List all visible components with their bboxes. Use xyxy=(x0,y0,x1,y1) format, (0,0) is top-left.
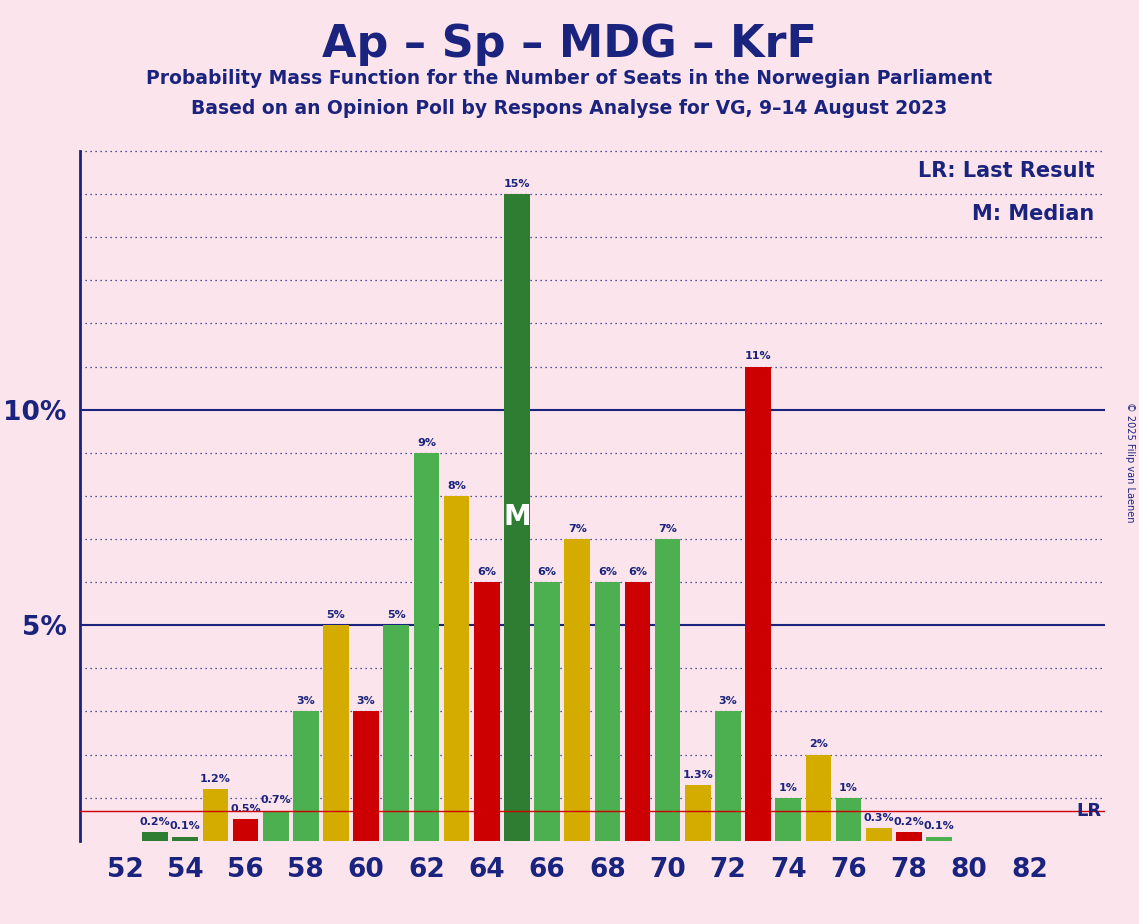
Bar xyxy=(444,496,469,841)
Text: 0.2%: 0.2% xyxy=(140,817,171,827)
Bar xyxy=(384,626,409,841)
Bar xyxy=(505,194,530,841)
Text: Ap – Sp – MDG – KrF: Ap – Sp – MDG – KrF xyxy=(322,23,817,67)
Bar xyxy=(565,539,590,841)
Text: 7%: 7% xyxy=(658,524,677,534)
Bar xyxy=(534,582,560,841)
Text: 9%: 9% xyxy=(417,438,436,447)
Text: 0.5%: 0.5% xyxy=(230,804,261,814)
Bar xyxy=(323,626,349,841)
Bar xyxy=(232,820,259,841)
Text: 8%: 8% xyxy=(448,480,466,491)
Bar xyxy=(203,789,228,841)
Bar xyxy=(624,582,650,841)
Text: 7%: 7% xyxy=(567,524,587,534)
Text: 11%: 11% xyxy=(745,351,771,361)
Text: 0.1%: 0.1% xyxy=(170,821,200,832)
Bar xyxy=(293,711,319,841)
Text: LR: LR xyxy=(1076,802,1101,820)
Text: Based on an Opinion Poll by Respons Analyse for VG, 9–14 August 2023: Based on an Opinion Poll by Respons Anal… xyxy=(191,99,948,118)
Text: 6%: 6% xyxy=(598,567,617,577)
Text: 5%: 5% xyxy=(327,610,345,620)
Text: 0.1%: 0.1% xyxy=(924,821,954,832)
Bar xyxy=(263,810,288,841)
Text: 1%: 1% xyxy=(779,783,797,793)
Text: M: M xyxy=(503,504,531,531)
Text: 0.3%: 0.3% xyxy=(863,813,894,822)
Bar xyxy=(805,755,831,841)
Bar xyxy=(353,711,379,841)
Text: 3%: 3% xyxy=(296,697,316,706)
Text: 6%: 6% xyxy=(628,567,647,577)
Text: 6%: 6% xyxy=(538,567,557,577)
Bar xyxy=(776,797,801,841)
Bar xyxy=(745,367,771,841)
Text: 1.3%: 1.3% xyxy=(682,770,713,780)
Text: 1%: 1% xyxy=(839,783,858,793)
Text: LR: Last Result: LR: Last Result xyxy=(918,162,1095,181)
Text: 15%: 15% xyxy=(503,179,530,188)
Bar xyxy=(655,539,680,841)
Text: 3%: 3% xyxy=(719,697,737,706)
Text: 6%: 6% xyxy=(477,567,497,577)
Bar xyxy=(715,711,740,841)
Bar xyxy=(896,833,921,841)
Bar xyxy=(595,582,620,841)
Text: 1.2%: 1.2% xyxy=(200,774,231,784)
Text: M: Median: M: Median xyxy=(973,204,1095,224)
Bar xyxy=(413,453,440,841)
Text: © 2025 Filip van Laenen: © 2025 Filip van Laenen xyxy=(1125,402,1134,522)
Bar xyxy=(172,836,198,841)
Text: Probability Mass Function for the Number of Seats in the Norwegian Parliament: Probability Mass Function for the Number… xyxy=(147,69,992,89)
Bar xyxy=(685,784,711,841)
Bar xyxy=(926,836,952,841)
Text: 2%: 2% xyxy=(809,739,828,749)
Text: 3%: 3% xyxy=(357,697,376,706)
Bar xyxy=(474,582,500,841)
Text: 0.2%: 0.2% xyxy=(893,817,924,827)
Bar xyxy=(142,833,167,841)
Text: 0.7%: 0.7% xyxy=(261,796,292,806)
Text: 5%: 5% xyxy=(387,610,405,620)
Bar xyxy=(866,828,892,841)
Bar xyxy=(836,797,861,841)
